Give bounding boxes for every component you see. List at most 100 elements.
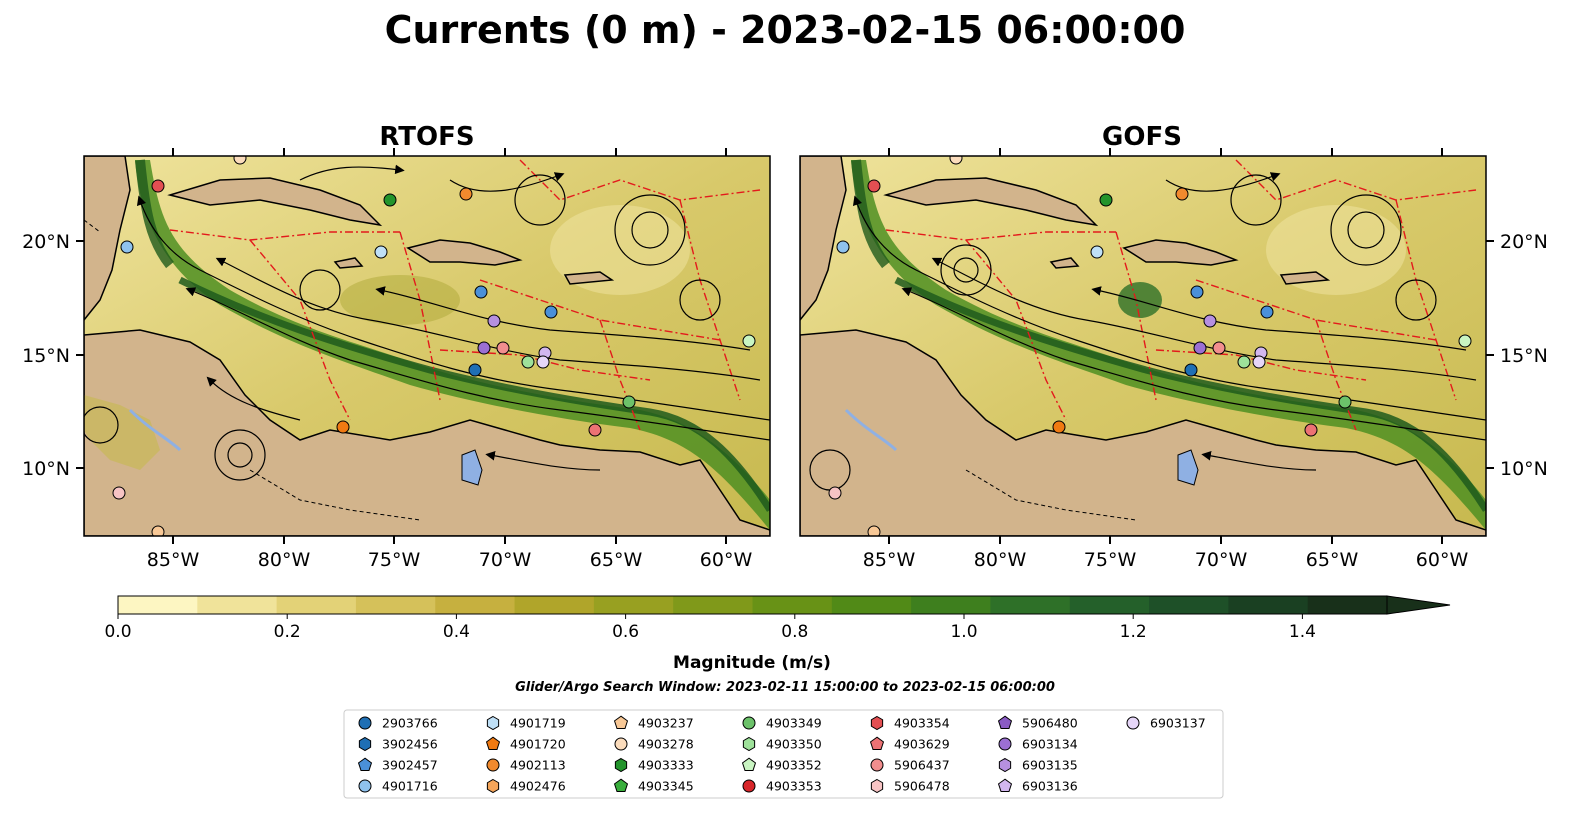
colorbar-label: Magnitude (m/s) — [673, 653, 831, 673]
figure-title: Currents (0 m) - 2023-02-15 06:00:00 — [385, 8, 1186, 52]
float-marker — [828, 486, 842, 500]
gofs-land-jamaica — [1049, 257, 1080, 269]
rtofs-land-hispaniola — [406, 239, 523, 266]
colorbar-swatches — [118, 596, 1388, 614]
float-marker — [120, 240, 134, 254]
colorbar-tick-label: 0.2 — [274, 622, 301, 642]
float-marker — [1184, 363, 1198, 377]
legend-label: 5906437 — [894, 758, 950, 773]
gofs-panel: GOFS — [799, 122, 1548, 571]
colorbar: 0.0 0.2 0.4 0.6 0.8 1.0 1.2 1.4 Magnitude (m/s) — [104, 595, 1451, 673]
legend-label: 5906480 — [1022, 716, 1078, 731]
float-marker — [742, 334, 756, 348]
rtofs-eddy-shade — [340, 275, 460, 325]
legend-marker-hexagon-icon — [870, 778, 884, 794]
legend-label: 6903134 — [1022, 737, 1078, 752]
legend-label: 4903345 — [638, 779, 694, 794]
float-marker — [1090, 245, 1104, 259]
legend-label: 3902457 — [382, 758, 438, 773]
colorbar-extend-arrow — [1386, 595, 1451, 615]
float-marker — [544, 305, 558, 319]
float-marker — [1304, 423, 1318, 437]
colorbar-tick-label: 1.2 — [1120, 622, 1147, 642]
legend-marker-circle-icon — [614, 737, 628, 751]
gofs-lake-nicaragua — [844, 408, 898, 452]
colorbar-swatch — [831, 596, 912, 614]
legend-label: 4903333 — [638, 758, 694, 773]
float-marker — [468, 363, 482, 377]
float-marker — [949, 156, 963, 165]
legend-label: 4903278 — [638, 737, 694, 752]
colorbar-swatch — [276, 596, 357, 614]
float-marker — [233, 156, 247, 165]
legend-label: 2903766 — [382, 716, 438, 731]
colorbar-swatch — [752, 596, 833, 614]
legend-marker-pentagon-icon — [613, 715, 629, 729]
legend-marker-pentagon-icon — [869, 736, 885, 750]
legend-label: 3902456 — [382, 737, 438, 752]
gofs-lon-label: 85°W — [863, 549, 916, 571]
gofs-lon-label: 70°W — [1195, 549, 1248, 571]
gofs-panel-title: GOFS — [1102, 122, 1182, 152]
colorbar-frame — [117, 595, 1388, 615]
legend-marker-hexagon-icon — [742, 736, 756, 752]
colorbar-swatch — [435, 596, 516, 614]
float-marker — [151, 525, 165, 536]
float-marker — [1252, 355, 1266, 369]
float-marker — [1203, 314, 1217, 328]
legend-label: 4903354 — [894, 716, 950, 731]
legend-items: 2903766 3902456 3902457 4901716 4901719 49017… — [357, 715, 1206, 794]
colorbar-tick-label: 1.4 — [1289, 622, 1316, 642]
rtofs-lat-ticks — [76, 240, 84, 469]
gofs-lon-label: 65°W — [1306, 549, 1359, 571]
legend-marker-hexagon-icon — [486, 778, 500, 794]
colorbar-swatch — [1307, 596, 1388, 614]
float-marker — [1212, 341, 1226, 355]
float-marker — [1175, 187, 1189, 201]
rtofs-lon-label: 85°W — [147, 549, 200, 571]
gofs-land-yucatan — [800, 156, 847, 322]
legend-label: 4903237 — [638, 716, 694, 731]
legend-marker-circle-icon — [358, 716, 372, 730]
float-marker — [112, 486, 126, 500]
float-marker — [374, 245, 388, 259]
rtofs-eez-lines — [169, 159, 761, 431]
legend-marker-hexagon-icon — [486, 715, 500, 731]
legend-label: 4903352 — [766, 758, 822, 773]
gofs-float-markers — [828, 156, 1472, 536]
colorbar-swatch — [1069, 596, 1150, 614]
float-marker — [1237, 355, 1251, 369]
legend-label: 6903137 — [1150, 716, 1206, 731]
gofs-land-hispaniola — [1122, 239, 1239, 266]
gofs-lon-label: 75°W — [1084, 549, 1137, 571]
gofs-eddy-shade — [1266, 205, 1406, 295]
float-marker — [622, 395, 636, 409]
legend-marker-pentagon-icon — [613, 778, 629, 792]
legend-marker-circle-icon — [870, 758, 884, 772]
legend-label: 4903349 — [766, 716, 822, 731]
colorbar-tick-label: 0.8 — [781, 622, 808, 642]
rtofs-lon-label: 60°W — [700, 549, 753, 571]
gofs-current-core — [894, 276, 1486, 512]
legend-marker-circle-icon — [742, 779, 756, 793]
rtofs-panel: RTOFS — [22, 122, 771, 571]
gofs-lake-maracaibo — [1177, 449, 1199, 486]
rtofs-panel-title: RTOFS — [379, 122, 474, 152]
gofs-lat-label: 20°N — [1500, 231, 1548, 253]
legend-label: 4902113 — [510, 758, 566, 773]
gofs-lat-ticks — [1486, 240, 1494, 469]
gofs-lat-label: 15°N — [1500, 345, 1548, 367]
float-marker — [1338, 395, 1352, 409]
colorbar-swatch — [990, 596, 1071, 614]
legend-marker-circle-icon — [358, 779, 372, 793]
colorbar-swatch — [118, 596, 198, 614]
gofs-lon-ticks — [888, 148, 1443, 544]
float-marker — [588, 423, 602, 437]
gofs-frame — [799, 155, 1487, 537]
gofs-land-puerto-rico — [1279, 271, 1331, 285]
rtofs-land-central-south-america — [84, 329, 770, 536]
float-marker — [1099, 193, 1113, 207]
rtofs-land-yucatan — [84, 156, 131, 322]
float-marker — [474, 285, 488, 299]
float-marker — [1190, 285, 1204, 299]
